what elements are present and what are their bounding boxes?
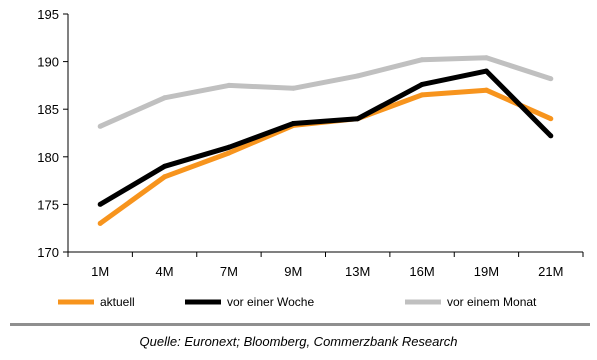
series-0-point	[162, 174, 168, 180]
legend-label-2: vor einem Monat	[447, 295, 537, 309]
series-2-point	[162, 95, 168, 101]
series-0-point	[97, 220, 103, 226]
source-note: Quelle: Euronext; Bloomberg, Commerzbank…	[139, 334, 458, 349]
legend-label-1: vor einer Woche	[227, 295, 314, 309]
series-line-0	[98, 87, 552, 226]
x-tick-label: 4M	[156, 264, 174, 279]
series-0-point	[226, 150, 232, 156]
series-2-point	[548, 76, 554, 82]
footer-divider	[10, 323, 590, 326]
y-tick-label: 195	[37, 7, 59, 22]
series-0-point	[419, 92, 425, 98]
x-tick-label: 19M	[474, 264, 499, 279]
y-tick-label: 175	[37, 197, 59, 212]
x-tick-label: 7M	[220, 264, 238, 279]
x-tick-label: 9M	[284, 264, 302, 279]
series-2-point	[226, 82, 232, 88]
y-axis-ticks: 195 190 185 180 175 170	[37, 7, 68, 260]
series-1-point	[97, 201, 103, 207]
series-lines	[97, 55, 554, 226]
series-2-point	[97, 123, 103, 129]
x-tick-label: 1M	[91, 264, 109, 279]
series-1-point	[483, 68, 489, 74]
series-line-2	[99, 55, 552, 129]
x-tick-label: 21M	[538, 264, 563, 279]
y-tick-label: 180	[37, 150, 59, 165]
legend-label-0: aktuell	[100, 295, 135, 309]
series-0-point	[548, 116, 554, 122]
series-1-point	[419, 81, 425, 87]
series-2-point	[355, 73, 361, 79]
x-tick-label: 16M	[409, 264, 434, 279]
series-line-1	[98, 68, 553, 207]
y-tick-label: 185	[37, 102, 59, 117]
legend: aktuell vor einer Woche vor einem Monat	[58, 295, 537, 309]
series-1-point	[355, 116, 361, 122]
series-1-point	[226, 144, 232, 150]
x-tick-label: 13M	[345, 264, 370, 279]
series-0-point	[483, 87, 489, 93]
series-2-point	[483, 55, 489, 61]
series-2-point	[419, 57, 425, 63]
series-1-point	[548, 133, 554, 139]
series-2-point	[290, 85, 296, 91]
x-axis-ticks: 1M 4M 7M 9M 13M 16M 19M 21M	[67, 252, 584, 279]
y-tick-label: 190	[37, 55, 59, 70]
series-1-point	[162, 163, 168, 169]
series-1-point	[290, 120, 296, 126]
chart-axes	[67, 14, 583, 253]
y-tick-label: 170	[37, 245, 59, 260]
